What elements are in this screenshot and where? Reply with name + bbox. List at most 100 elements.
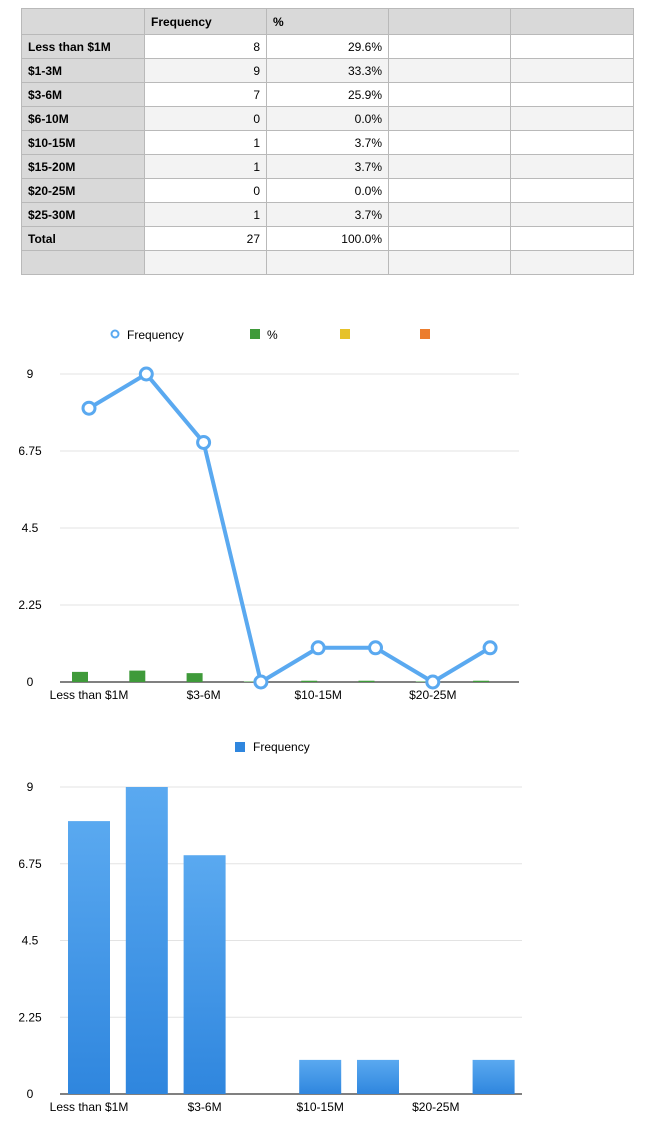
percent-cell[interactable]: 3.7% xyxy=(266,154,389,179)
x-tick-label: $10-15M xyxy=(295,688,342,702)
empty-cell[interactable] xyxy=(510,250,634,275)
empty-cell[interactable] xyxy=(388,202,511,227)
row-label-cell[interactable]: $1-3M xyxy=(21,58,145,83)
percent-cell[interactable]: 0.0% xyxy=(266,178,389,203)
table-row: Less than $1M 8 29.6% xyxy=(21,34,634,59)
empty-cell[interactable] xyxy=(388,154,511,179)
frequency-cell[interactable]: 0 xyxy=(144,106,267,131)
percent-cell[interactable]: 29.6% xyxy=(266,34,389,59)
empty-cell[interactable] xyxy=(510,202,634,227)
y-tick-label: 4.5 xyxy=(22,521,39,535)
row-label-cell[interactable]: $6-10M xyxy=(21,106,145,131)
empty-cell[interactable] xyxy=(510,82,634,107)
frequency-bar xyxy=(68,821,110,1094)
percent-cell[interactable]: 25.9% xyxy=(266,82,389,107)
empty-cell[interactable] xyxy=(510,154,634,179)
legend-swatch xyxy=(235,742,245,752)
empty-cell[interactable] xyxy=(388,250,511,275)
percent-bar xyxy=(243,681,260,682)
frequency-cell[interactable]: 1 xyxy=(144,202,267,227)
x-tick-label: $20-25M xyxy=(412,1100,459,1114)
empty-cell[interactable] xyxy=(388,58,511,83)
row-label-cell[interactable]: Total xyxy=(21,226,145,251)
table-row: $25-30M 1 3.7% xyxy=(21,202,634,227)
empty-cell[interactable] xyxy=(388,106,511,131)
percent-cell[interactable]: 100.0% xyxy=(266,226,389,251)
header-cell-empty-1[interactable] xyxy=(388,8,511,35)
empty-cell[interactable] xyxy=(510,226,634,251)
legend-label: % xyxy=(267,328,278,342)
frequency-point xyxy=(482,640,498,656)
percent-cell[interactable]: 33.3% xyxy=(266,58,389,83)
y-tick-label: 6.75 xyxy=(18,444,42,458)
percent-bar xyxy=(415,681,432,682)
x-tick-label: $3-6M xyxy=(187,688,221,702)
x-tick-label: Less than $1M xyxy=(50,1100,129,1114)
header-cell-corner[interactable] xyxy=(21,8,145,35)
empty-cell[interactable] xyxy=(388,34,511,59)
row-label-cell[interactable]: $3-6M xyxy=(21,82,145,107)
table-row: $1-3M 9 33.3% xyxy=(21,58,634,83)
empty-cell[interactable] xyxy=(388,178,511,203)
table-row: $15-20M 1 3.7% xyxy=(21,154,634,179)
frequency-cell[interactable] xyxy=(144,250,267,275)
empty-cell[interactable] xyxy=(510,178,634,203)
frequency-cell[interactable]: 0 xyxy=(144,178,267,203)
row-label-cell[interactable]: $25-30M xyxy=(21,202,145,227)
frequency-cell[interactable]: 27 xyxy=(144,226,267,251)
percent-cell[interactable] xyxy=(266,250,389,275)
frequency-point xyxy=(253,674,269,690)
empty-cell[interactable] xyxy=(510,130,634,155)
row-label-cell[interactable] xyxy=(21,250,145,275)
percent-cell[interactable]: 3.7% xyxy=(266,130,389,155)
empty-cell[interactable] xyxy=(388,82,511,107)
row-label-cell[interactable]: $10-15M xyxy=(21,130,145,155)
header-cell-frequency[interactable]: Frequency xyxy=(144,8,267,35)
table-row: $3-6M 7 25.9% xyxy=(21,82,634,107)
row-label-cell[interactable]: Less than $1M xyxy=(21,34,145,59)
y-tick-label: 2.25 xyxy=(18,1010,42,1024)
y-tick-label: 9 xyxy=(27,780,34,794)
row-label-cell[interactable]: $15-20M xyxy=(21,154,145,179)
frequency-cell[interactable]: 1 xyxy=(144,130,267,155)
header-cell-empty-2[interactable] xyxy=(510,8,634,35)
table-row: $20-25M 0 0.0% xyxy=(21,178,634,203)
frequency-point xyxy=(196,434,212,450)
frequency-bar xyxy=(125,787,168,1094)
header-cell-percent[interactable]: % xyxy=(266,8,389,35)
empty-cell[interactable] xyxy=(388,226,511,251)
frequency-point xyxy=(138,366,154,382)
y-tick-label: 0 xyxy=(27,675,34,689)
empty-cell[interactable] xyxy=(510,106,634,131)
frequency-point xyxy=(310,640,326,656)
x-tick-label: $10-15M xyxy=(297,1100,344,1114)
x-tick-label: $3-6M xyxy=(188,1100,222,1114)
frequency-cell[interactable]: 7 xyxy=(144,82,267,107)
percent-cell[interactable]: 3.7% xyxy=(266,202,389,227)
empty-cell[interactable] xyxy=(510,58,634,83)
frequency-line-chart: 0 2.25 4.5 6.75 9 Frequency % Less than $1M $3-6… xyxy=(18,328,519,702)
legend-swatch xyxy=(250,329,260,339)
row-label-cell[interactable]: $20-25M xyxy=(21,178,145,203)
frequency-cell[interactable]: 1 xyxy=(144,154,267,179)
legend-marker-frequency xyxy=(110,329,120,339)
percent-cell[interactable]: 0.0% xyxy=(266,106,389,131)
frequency-bar xyxy=(357,1059,399,1094)
frequency-bar xyxy=(183,855,226,1094)
percent-bar xyxy=(301,680,318,682)
frequency-cell[interactable]: 8 xyxy=(144,34,267,59)
frequency-point xyxy=(368,640,383,656)
frequency-bar xyxy=(299,1059,342,1094)
y-tick-label: 4.5 xyxy=(22,934,39,948)
empty-cell[interactable] xyxy=(510,34,634,59)
legend-label: Frequency xyxy=(253,740,310,754)
table-row xyxy=(21,250,634,275)
frequency-bar-chart: 0 2.25 4.5 6.75 9 Frequency Less than $1M $3-6M… xyxy=(18,740,522,1114)
x-tick-label: Less than $1M xyxy=(50,688,129,702)
legend-label: Frequency xyxy=(127,328,184,342)
x-tick-label: $20-25M xyxy=(409,688,456,702)
legend-swatch xyxy=(340,329,350,339)
data-table: Frequency % Less than $1M 8 29.6% $1-3M 9 33.… xyxy=(21,8,634,275)
empty-cell[interactable] xyxy=(388,130,511,155)
frequency-cell[interactable]: 9 xyxy=(144,58,267,83)
